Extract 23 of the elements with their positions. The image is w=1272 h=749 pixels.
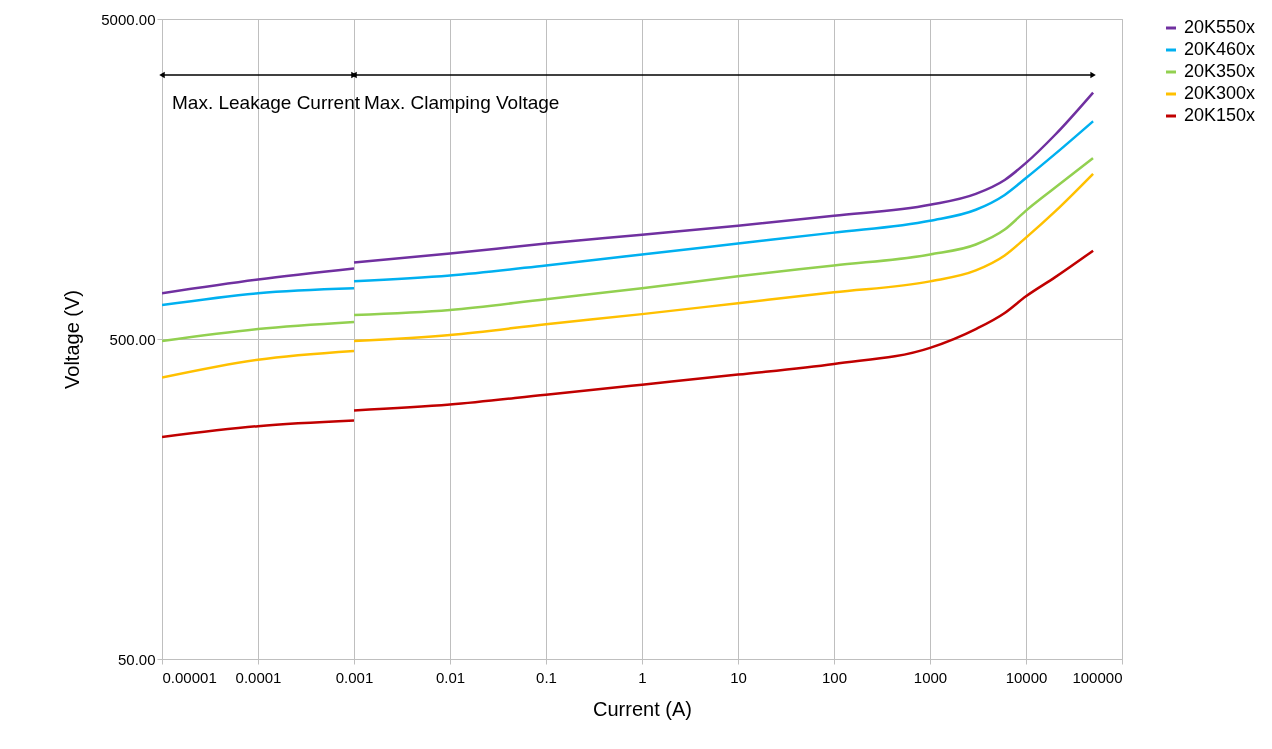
y-tick-label: 5000.00 (101, 10, 156, 28)
annotation: Max. Clamping Voltage (364, 92, 560, 113)
y-tick-label: 500.00 (109, 330, 156, 348)
legend-label: 20K300x (1184, 83, 1256, 103)
annotation: Max. Leakage Current (172, 92, 361, 113)
x-tick-label: 0.1 (536, 668, 557, 686)
x-tick-label: 0.01 (435, 668, 466, 686)
x-tick-label: 0.001 (335, 668, 374, 686)
x-tick-label: 1 (638, 668, 647, 686)
x-tick-label: 100 (821, 668, 848, 686)
x-tick-label: 0.0001 (235, 668, 282, 686)
legend-label: 20K350x (1184, 61, 1256, 81)
y-axis-title: Voltage (V) (61, 290, 84, 389)
x-tick-label: 100000 (1072, 668, 1123, 686)
x-tick-label: 1000 (913, 668, 948, 686)
x-tick-label: 10000 (1005, 668, 1048, 686)
legend-label: 20K150x (1184, 105, 1256, 125)
y-tick-label: 50.00 (117, 650, 156, 668)
legend-label: 20K460x (1184, 39, 1256, 59)
legend-label: 20K550x (1184, 17, 1256, 37)
x-tick-label: 10 (730, 668, 747, 686)
x-axis-title: Current (A) (593, 697, 692, 720)
x-tick-label: 0.00001 (162, 668, 217, 686)
